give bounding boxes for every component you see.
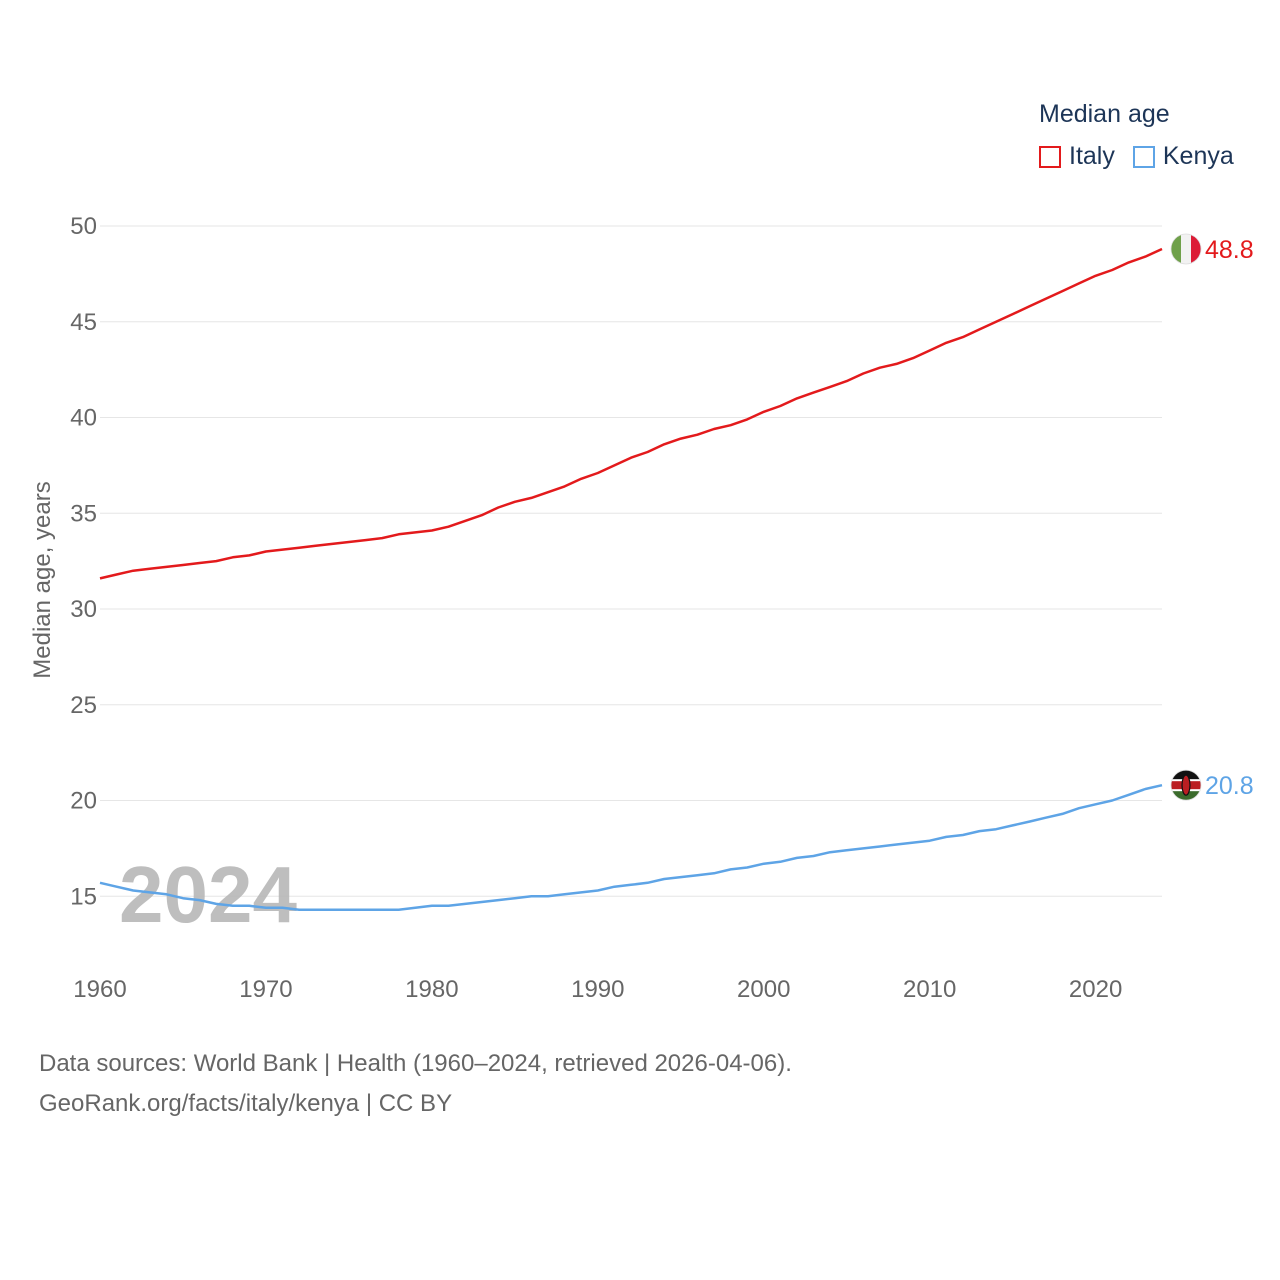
x-tick-label: 2010: [903, 976, 956, 1003]
x-axis-ticks: 1960 1970 1980 1990 2000 2010 2020: [73, 976, 1122, 1003]
y-axis-ticks: 15 20 25 30 35 40 45 50: [70, 213, 97, 910]
series-line-kenya[interactable]: [99, 783, 1163, 911]
source-note: Data sources: World Bank | Health (1960–…: [39, 1044, 792, 1124]
source-line-2[interactable]: GeoRank.org/facts/italy/kenya | CC BY: [39, 1090, 453, 1117]
series-end-markers: 48.8 20.8: [1170, 233, 1254, 801]
legend-title: Median age: [1039, 100, 1170, 128]
legend-swatch-kenya: [1132, 145, 1155, 168]
x-tick-label: 1990: [571, 976, 624, 1003]
legend: Italy Kenya: [1039, 142, 1252, 171]
year-watermark: 2024: [119, 850, 297, 939]
x-tick-label: 1970: [239, 976, 292, 1003]
source-line-1: Data sources: World Bank | Health (1960–…: [39, 1050, 792, 1077]
italy-flag-icon: [1170, 233, 1202, 265]
gridlines: [100, 225, 1162, 897]
x-tick-label: 1980: [405, 976, 458, 1003]
legend-item-kenya[interactable]: Kenya: [1132, 142, 1234, 171]
end-label-italy: 48.8: [1205, 236, 1254, 264]
y-tick-label: 20: [70, 788, 97, 815]
y-tick-label: 35: [70, 500, 97, 527]
y-tick-label: 25: [70, 692, 97, 719]
legend-swatch-italy: [1039, 145, 1061, 168]
legend-label-kenya: Kenya: [1162, 142, 1234, 170]
x-tick-label: 2000: [737, 976, 790, 1003]
y-tick-label: 45: [70, 309, 97, 336]
end-label-kenya: 20.8: [1205, 772, 1254, 800]
y-tick-label: 40: [70, 405, 97, 432]
legend-label-italy: Italy: [1069, 142, 1115, 170]
series-line-italy[interactable]: [99, 247, 1163, 580]
series-lines: [99, 247, 1163, 911]
y-tick-label: 30: [70, 596, 97, 623]
y-tick-label: 50: [70, 213, 97, 240]
x-tick-label: 2020: [1069, 976, 1122, 1003]
kenya-flag-icon: [1170, 769, 1202, 801]
x-tick-label: 1960: [73, 976, 126, 1003]
legend-item-italy[interactable]: Italy: [1039, 142, 1115, 171]
y-axis-label: Median age, years: [29, 481, 56, 678]
y-tick-label: 15: [70, 883, 97, 910]
